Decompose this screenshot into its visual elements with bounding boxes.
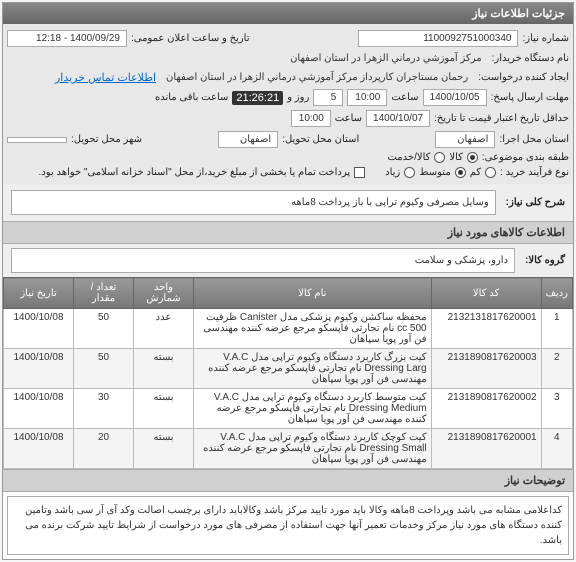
remain-label: ساعت باقی مانده: [155, 92, 228, 103]
opt-service: کالا/خدمت: [387, 152, 430, 163]
group-value: دارو، پزشکی و سلامت: [11, 248, 515, 273]
cell-date: 1400/10/08: [4, 309, 74, 349]
th-code: کد کالا: [431, 278, 541, 309]
cell-code: 2132131817620001: [431, 309, 541, 349]
cell-name: کیت متوسط کاربرد دستگاه وکیوم تراپی مدل …: [194, 389, 432, 429]
goods-section-title: اطلاعات کالاهای مورد نیاز: [3, 221, 573, 244]
prov-exec-label: استان محل اجرا:: [499, 134, 569, 145]
process-radio-group: کم متوسط زیاد: [385, 167, 496, 178]
opt-low: کم: [470, 167, 481, 178]
th-date: تاریخ نیاز: [4, 278, 74, 309]
cell-code: 2131890817620001: [431, 429, 541, 469]
buyer-value: مرکز آموزشي درماني الزهرا در استان اصفها…: [208, 51, 488, 66]
countdown-timer: 21:26:21: [232, 91, 283, 105]
cell-date: 1400/10/08: [4, 389, 74, 429]
cell-idx: 1: [541, 309, 572, 349]
cell-unit: بسته: [134, 429, 194, 469]
buyer-label: نام دستگاه خریدار:: [492, 53, 569, 64]
days-label: روز و: [287, 92, 309, 103]
table-row: 12132131817620001محفظه ساکشن وکیوم پزشکی…: [4, 309, 573, 349]
cell-idx: 2: [541, 349, 572, 389]
table-row: 32131890817620002کیت متوسط کاربرد دستگاه…: [4, 389, 573, 429]
cell-qty: 20: [74, 429, 134, 469]
cell-unit: بسته: [134, 389, 194, 429]
radio-low[interactable]: [485, 167, 496, 178]
cell-idx: 3: [541, 389, 572, 429]
opt-goods: کالا: [449, 152, 463, 163]
form-area: شماره نیاز: 1100092751000340 تاریخ و ساع…: [3, 24, 573, 184]
opt-mid: متوسط: [419, 167, 450, 178]
cell-code: 2131890817620002: [431, 389, 541, 429]
announce-label: تاریخ و ساعت اعلان عمومی:: [131, 33, 250, 44]
goods-table: ردیف کد کالا نام کالا واحد شمارش تعداد /…: [3, 277, 573, 469]
table-row: 42131890817620001کیت کوچک کاربرد دستگاه …: [4, 429, 573, 469]
time-label-2: ساعت: [335, 113, 362, 124]
announce-value: 1400/09/29 - 12:18: [7, 30, 127, 47]
date2-value: 1400/10/07: [366, 110, 430, 127]
creator-value: رحمان مستاجران کارپرداز مرکز آموزشي درما…: [160, 70, 474, 85]
time2-value: 10:00: [291, 110, 331, 127]
cell-name: محفظه ساکشن وکیوم پزشکی مدل Canister ظرف…: [194, 309, 432, 349]
details-panel: جزئیات اطلاعات نیاز شماره نیاز: 11000927…: [2, 2, 574, 560]
treasury-checkbox[interactable]: [354, 167, 365, 178]
cell-idx: 4: [541, 429, 572, 469]
cell-qty: 50: [74, 349, 134, 389]
panel-title: جزئیات اطلاعات نیاز: [3, 3, 573, 24]
days-value: 5: [313, 89, 343, 106]
footer-section-title: توضیحات نیاز: [3, 469, 573, 492]
th-qty: تعداد / مقدار: [74, 278, 134, 309]
radio-high[interactable]: [404, 167, 415, 178]
time1-value: 10:00: [347, 89, 387, 106]
prov-deliver-value: اصفهان: [218, 131, 278, 148]
cell-qty: 50: [74, 309, 134, 349]
th-name: نام کالا: [194, 278, 432, 309]
contact-link[interactable]: اطلاعات تماس خریدار: [55, 71, 156, 84]
city-label: شهر محل تحویل:: [71, 134, 142, 145]
cell-name: کیت کوچک کاربرد دستگاه وکیوم تراپی مدل V…: [194, 429, 432, 469]
radio-mid[interactable]: [455, 167, 466, 178]
th-idx: ردیف: [541, 278, 572, 309]
date1-value: 1400/10/05: [423, 89, 487, 106]
budget-label: طبقه بندی موضوعی:: [482, 152, 569, 163]
footer-note: کداعلامی مشابه می باشد وپرداخت 8ماهه وکا…: [7, 496, 569, 555]
cell-name: کیت بزرگ کاربرد دستگاه وکیوم تراپی مدل V…: [194, 349, 432, 389]
time-label-1: ساعت: [391, 92, 418, 103]
summary-value: وسایل مصرفی وکیوم تراپی با باز پرداخت 8م…: [11, 190, 496, 215]
th-unit: واحد شمارش: [134, 278, 194, 309]
cell-unit: عدد: [134, 309, 194, 349]
cell-date: 1400/10/08: [4, 349, 74, 389]
need-no-label: شماره نیاز:: [522, 33, 569, 44]
radio-service[interactable]: [434, 152, 445, 163]
cell-qty: 30: [74, 389, 134, 429]
cell-unit: بسته: [134, 349, 194, 389]
treasury-note: پرداخت تمام یا بخشی از مبلغ خرید،از محل …: [39, 167, 351, 178]
cell-code: 2131890817620003: [431, 349, 541, 389]
prov-deliver-label: استان محل تحویل:: [282, 134, 359, 145]
table-row: 22131890817620003کیت بزرگ کاربرد دستگاه …: [4, 349, 573, 389]
budget-radio-group: کالا کالا/خدمت: [387, 152, 477, 163]
city-value: [7, 137, 67, 143]
deadline-send-label: مهلت ارسال پاسخ:: [491, 92, 569, 103]
deadline-label: حداقل تاریخ اعتبار قیمت تا تاریخ:: [434, 113, 569, 124]
opt-high: زیاد: [385, 167, 400, 178]
summary-label: شرح کلی نیاز:: [506, 197, 565, 208]
radio-goods[interactable]: [467, 152, 478, 163]
group-label: گروه کالا:: [525, 255, 565, 266]
prov-exec-value: اصفهان: [435, 131, 495, 148]
creator-label: ایجاد کننده درخواست:: [478, 72, 569, 83]
cell-date: 1400/10/08: [4, 429, 74, 469]
process-label: نوع فرآیند خرید :: [500, 167, 569, 178]
need-no-value: 1100092751000340: [358, 30, 518, 47]
